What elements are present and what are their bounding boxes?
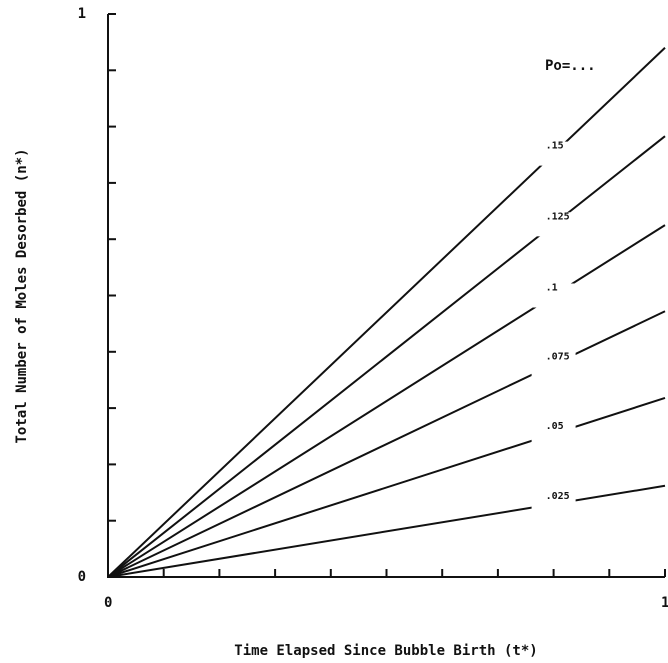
line [107,484,666,578]
label-gap [531,421,576,446]
series-label: .025 [546,491,570,502]
series-label: .075 [546,351,570,362]
y-tick-label: 0 [78,569,86,585]
y-axis-label: Total Number of Moles Desorbed (n*) [14,148,30,443]
series-label: .05 [546,421,564,432]
line [107,224,666,578]
x-axis-label: Time Elapsed Since Bubble Birth (t*) [234,643,537,659]
line [107,397,666,578]
label-gap [531,492,576,517]
line [107,47,666,578]
axes [107,14,665,578]
series-label: .1 [546,283,558,294]
line [107,310,666,578]
series-label: .15 [546,141,564,152]
label-gap [531,141,576,166]
series-label: .125 [546,211,570,222]
x-tick-label: 1 [661,595,668,611]
y-tick-label: 1 [78,6,86,22]
x-tick-label: 0 [104,595,112,611]
annotation: Po=... [545,58,596,74]
label-gap [531,352,576,377]
label-gap [531,212,576,237]
label-gap [531,283,576,308]
line [107,135,666,578]
